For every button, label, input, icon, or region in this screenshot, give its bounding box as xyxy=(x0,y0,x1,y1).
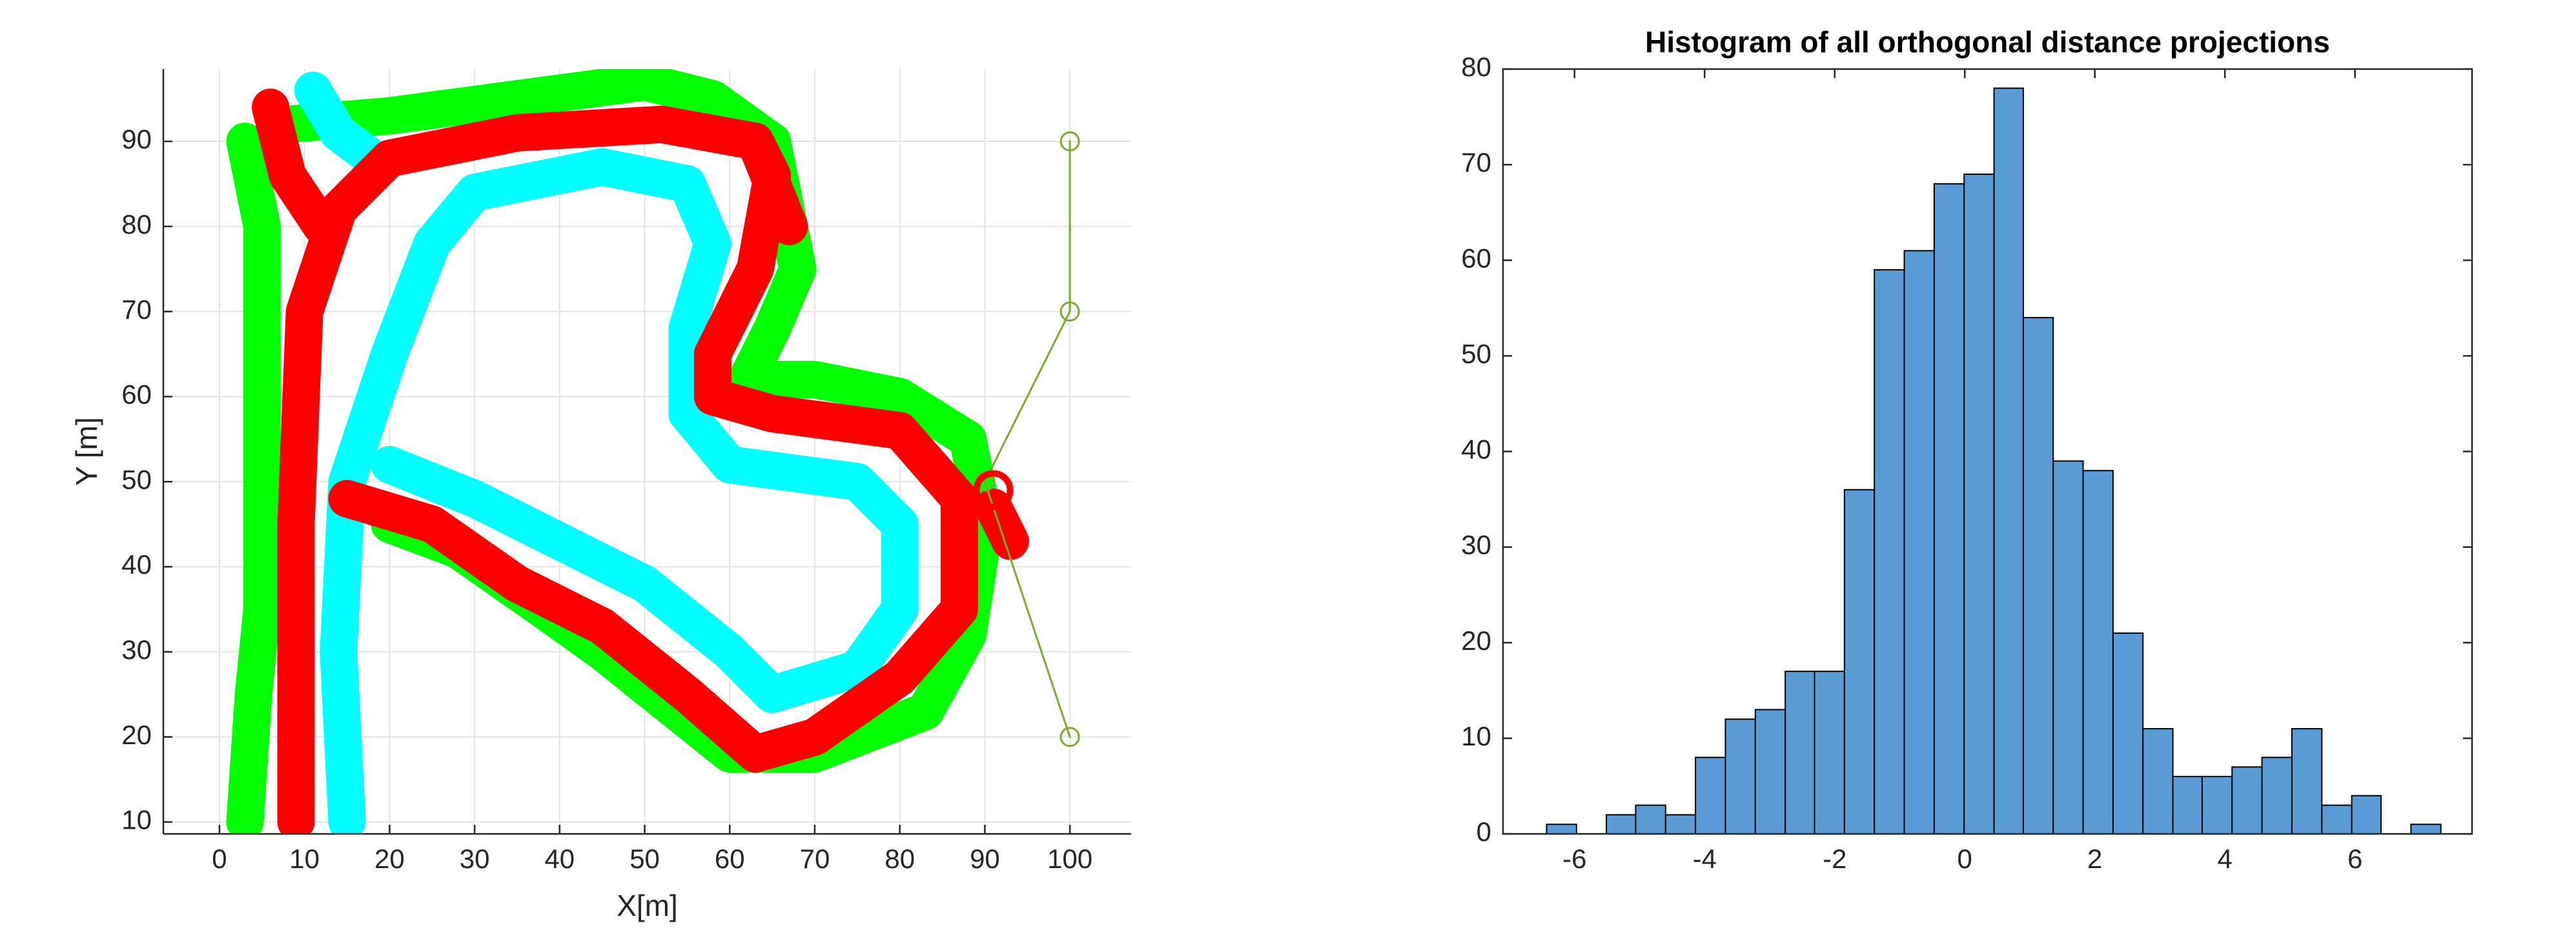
bar xyxy=(2261,756,2293,835)
y-tick-label: 20 xyxy=(1461,625,1491,656)
series-line xyxy=(251,88,1029,834)
bar xyxy=(1963,173,1995,835)
x-tick-label: 30 xyxy=(460,844,490,874)
x-tick-label: 0 xyxy=(1958,844,1972,874)
bar xyxy=(1635,804,1666,835)
y-tick-label: 10 xyxy=(121,805,152,835)
y-tick-label: 40 xyxy=(1461,434,1491,465)
plot-area xyxy=(226,69,1080,834)
x-tick-label: 70 xyxy=(800,844,830,874)
bar xyxy=(2201,776,2233,835)
marker xyxy=(1059,301,1080,322)
bar xyxy=(2172,776,2203,835)
marker xyxy=(1059,131,1080,152)
y-tick-label: 20 xyxy=(121,720,152,750)
x-tick-label: 40 xyxy=(544,844,575,874)
y-tick-label: 60 xyxy=(121,380,152,410)
x-tick-label: 4 xyxy=(2218,844,2233,874)
bar xyxy=(1814,671,1845,835)
bar xyxy=(1664,814,1697,835)
x-tick-label: 80 xyxy=(884,844,915,874)
bar xyxy=(2052,460,2084,835)
y-axis-label: Y [m] xyxy=(70,417,103,486)
bar xyxy=(2022,317,2054,835)
bar xyxy=(1724,718,1756,835)
bar xyxy=(1933,183,1965,835)
bar xyxy=(1903,250,1935,835)
bar xyxy=(1874,269,1905,835)
y-tick-label: 40 xyxy=(121,549,152,580)
x-tick-label: 2 xyxy=(2087,844,2102,874)
bar xyxy=(1695,756,1726,835)
bar xyxy=(1784,671,1815,835)
bar xyxy=(1754,709,1786,835)
series-line xyxy=(294,71,919,834)
bar xyxy=(2321,804,2353,835)
y-tick-label: 10 xyxy=(1461,721,1491,751)
series-line xyxy=(983,140,1071,738)
bar xyxy=(1546,824,1577,835)
x-tick-label: -2 xyxy=(1823,844,1846,874)
bar xyxy=(1993,87,2024,835)
marker xyxy=(973,470,1014,511)
bar xyxy=(2231,766,2263,835)
x-tick-label: 60 xyxy=(715,844,745,874)
y-tick-label: 50 xyxy=(1461,338,1491,369)
y-tick-label: 80 xyxy=(1461,52,1491,82)
axes-box xyxy=(1502,68,2473,835)
x-tick-label: 10 xyxy=(289,844,320,874)
bar xyxy=(2410,824,2442,835)
x-tick-label: 90 xyxy=(970,844,1000,874)
y-tick-label: 70 xyxy=(121,294,152,325)
y-tick-label: 50 xyxy=(121,464,152,494)
y-tick-label: 90 xyxy=(121,124,152,154)
bar xyxy=(2142,728,2174,835)
x-tick-label: 0 xyxy=(212,844,227,874)
chart-title: Histogram of all orthogonal distance pro… xyxy=(1645,25,2330,59)
bar xyxy=(2082,470,2114,835)
bar xyxy=(2112,632,2144,835)
x-tick-label: 100 xyxy=(1047,844,1092,874)
y-tick-label: 30 xyxy=(1461,530,1491,560)
x-tick-label: 20 xyxy=(374,844,405,874)
marker xyxy=(1059,727,1080,747)
x-tick-label: -6 xyxy=(1562,844,1586,874)
y-tick-label: 30 xyxy=(121,634,152,665)
bar xyxy=(2351,795,2382,835)
x-axis-label: X[m] xyxy=(617,889,678,922)
x-tick-label: 6 xyxy=(2347,844,2362,874)
x-tick-label: -4 xyxy=(1693,844,1717,874)
y-tick-label: 60 xyxy=(1461,243,1491,273)
y-tick-label: 80 xyxy=(121,209,152,239)
y-tick-label: 0 xyxy=(1477,816,1491,847)
y-tick-label: 70 xyxy=(1461,147,1491,177)
bar xyxy=(1843,489,1876,835)
bar xyxy=(1606,814,1637,835)
bar xyxy=(2291,728,2323,835)
series-line xyxy=(226,69,1004,834)
x-tick-label: 50 xyxy=(629,844,660,874)
